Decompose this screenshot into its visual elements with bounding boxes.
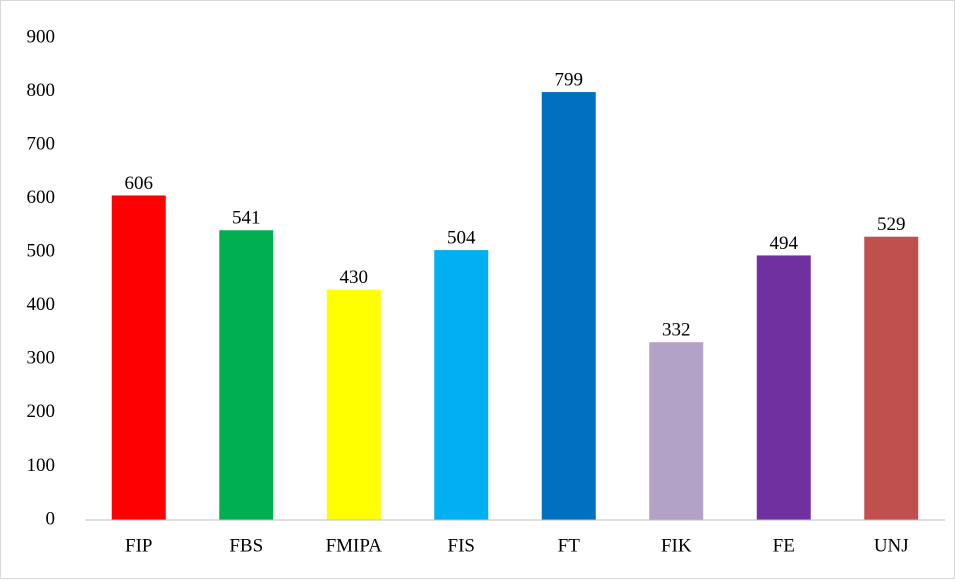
x-tick-label: FIP xyxy=(125,535,152,556)
data-label: 799 xyxy=(555,69,584,90)
bar xyxy=(541,92,596,520)
y-tick-label: 600 xyxy=(27,187,56,208)
y-tick-label: 500 xyxy=(27,241,56,262)
bar xyxy=(326,289,381,520)
x-tick-label: FMIPA xyxy=(326,535,383,556)
y-tick-label: 900 xyxy=(27,26,56,47)
y-tick-label: 700 xyxy=(27,133,56,154)
x-tick-label: UNJ xyxy=(874,535,909,556)
x-tick-label: FIS xyxy=(448,535,475,556)
bar xyxy=(434,250,489,520)
y-tick-label: 100 xyxy=(27,455,56,476)
x-tick-label: FIK xyxy=(661,535,692,556)
bar xyxy=(219,230,274,520)
data-label: 606 xyxy=(125,173,154,194)
data-label: 541 xyxy=(232,208,261,229)
y-tick-label: 300 xyxy=(27,348,56,369)
data-label: 504 xyxy=(447,227,476,248)
x-tick-label: FBS xyxy=(229,535,263,556)
x-tick-label: FT xyxy=(558,535,581,556)
data-label: 529 xyxy=(877,214,906,235)
y-tick-label: 0 xyxy=(46,508,56,529)
data-label: 430 xyxy=(340,267,369,288)
bar xyxy=(756,255,811,521)
data-label: 494 xyxy=(770,233,799,254)
data-label: 332 xyxy=(662,320,691,341)
y-tick-label: 200 xyxy=(27,401,56,422)
bar xyxy=(111,195,166,520)
y-tick-label: 800 xyxy=(27,80,56,101)
bar xyxy=(864,236,919,521)
bar xyxy=(649,342,704,520)
y-tick-label: 400 xyxy=(27,294,56,315)
x-tick-label: FE xyxy=(773,535,795,556)
